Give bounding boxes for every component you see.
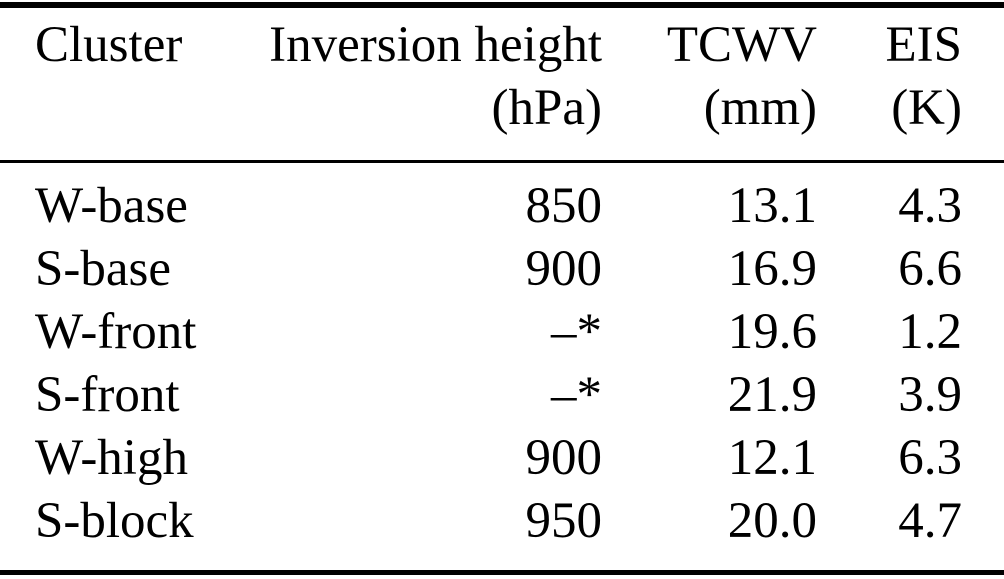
cell-inversion-height: 900: [525, 241, 603, 297]
cell-inversion-height: 850: [525, 178, 603, 234]
cell-inversion-height: 900: [525, 430, 603, 486]
table-row: S-block 950 20.0 4.7: [0, 490, 962, 553]
table-row: W-front –* 19.6 1.2: [0, 301, 962, 364]
column-header-cluster: Cluster: [35, 17, 183, 73]
column-header-inversion-height: Inversion height: [269, 17, 602, 73]
header-row-units: (hPa) (mm) (K): [0, 77, 962, 140]
table-header-rule: [0, 160, 1004, 163]
cell-inversion-height: –*: [551, 304, 602, 360]
table-top-rule: [0, 2, 1004, 8]
cell-cluster: S-base: [35, 241, 171, 297]
header-row-labels: Cluster Inversion height TCWV EIS: [0, 14, 962, 77]
column-unit-tcwv: (mm): [703, 80, 817, 136]
cell-eis: 6.3: [898, 430, 962, 486]
table-row: S-front –* 21.9 3.9: [0, 364, 962, 427]
cell-cluster: W-front: [35, 304, 197, 360]
cell-inversion-height: –*: [551, 367, 602, 423]
cell-tcwv: 13.1: [727, 178, 817, 234]
table-row: S-base 900 16.9 6.6: [0, 238, 962, 301]
cell-tcwv: 21.9: [727, 367, 817, 423]
table-bottom-rule: [0, 570, 1004, 575]
cell-inversion-height: 950: [525, 493, 603, 549]
cell-tcwv: 12.1: [727, 430, 817, 486]
column-unit-inversion-height: (hPa): [491, 80, 602, 136]
cell-tcwv: 19.6: [727, 304, 817, 360]
table-row: W-high 900 12.1 6.3: [0, 427, 962, 490]
column-header-tcwv: TCWV: [666, 17, 817, 73]
cell-cluster: W-high: [35, 430, 188, 486]
table-row: W-base 850 13.1 4.3: [0, 175, 962, 238]
cell-eis: 3.9: [898, 367, 962, 423]
cell-cluster: W-base: [35, 178, 188, 234]
table-header: Cluster Inversion height TCWV EIS (hPa) …: [0, 14, 962, 140]
column-unit-cluster: [0, 77, 230, 140]
cell-eis: 1.2: [898, 304, 962, 360]
column-unit-eis: (K): [891, 80, 962, 136]
cell-tcwv: 20.0: [727, 493, 817, 549]
cell-eis: 4.3: [898, 178, 962, 234]
cell-eis: 4.7: [898, 493, 962, 549]
table-body: W-base 850 13.1 4.3 S-base 900 16.9 6.6 …: [0, 175, 962, 553]
cell-tcwv: 16.9: [727, 241, 817, 297]
cell-cluster: S-block: [35, 493, 194, 549]
column-header-eis: EIS: [885, 17, 963, 73]
cell-eis: 6.6: [898, 241, 962, 297]
cell-cluster: S-front: [35, 367, 180, 423]
